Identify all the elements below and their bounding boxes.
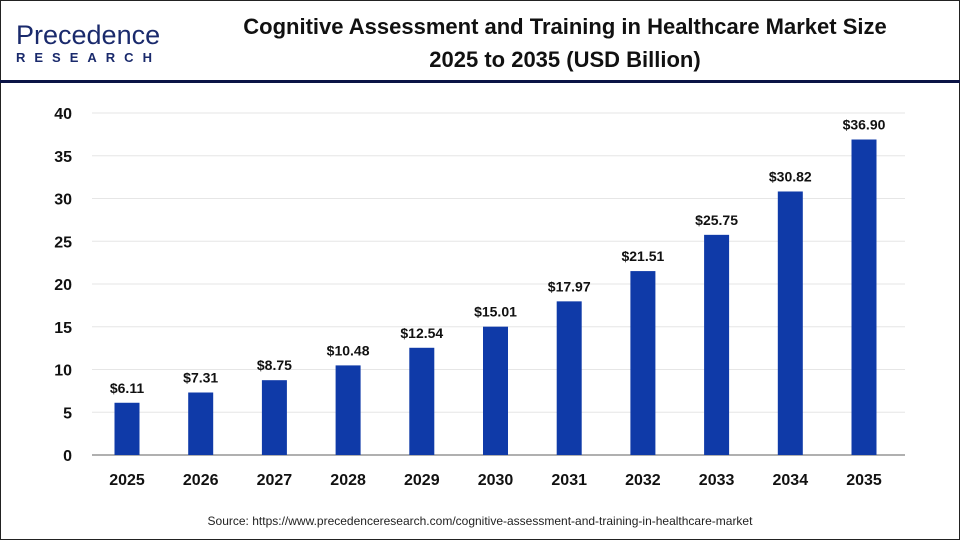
data-label-2025: $6.11 <box>110 380 144 396</box>
x-tick-label-2030: 2030 <box>478 472 514 489</box>
source-note: Source: https://www.precedenceresearch.c… <box>207 514 753 528</box>
logo-line1: Precedence <box>16 20 161 50</box>
x-tick-label-2032: 2032 <box>625 472 661 489</box>
x-tick-label-2028: 2028 <box>330 472 366 489</box>
y-tick-label: 30 <box>54 192 72 209</box>
x-tick-label-2035: 2035 <box>846 472 882 489</box>
y-tick-label: 20 <box>54 277 72 294</box>
data-label-2032: $21.51 <box>621 248 664 264</box>
data-label-2033: $25.75 <box>695 212 738 228</box>
data-label-2027: $8.75 <box>257 357 292 373</box>
bar-2027 <box>261 380 287 455</box>
x-tick-label-2026: 2026 <box>183 472 219 489</box>
y-tick-label: 10 <box>54 363 72 380</box>
y-tick-label: 25 <box>54 234 72 251</box>
data-label-2026: $7.31 <box>183 369 218 385</box>
bar-2034 <box>777 191 803 455</box>
logo-line2: RESEARCH <box>16 50 161 65</box>
y-tick-label: 35 <box>54 149 72 166</box>
x-tick-label-2027: 2027 <box>257 472 293 489</box>
y-tick-label: 40 <box>54 106 72 123</box>
bar-2030 <box>483 326 508 455</box>
bar-2026 <box>188 392 214 455</box>
data-label-2031: $17.97 <box>548 278 591 294</box>
bar-2033 <box>704 234 730 455</box>
data-label-2028: $10.48 <box>327 342 370 358</box>
bar-2029 <box>409 347 435 455</box>
x-tick-label-2033: 2033 <box>699 472 735 489</box>
data-label-2034: $30.82 <box>769 168 812 184</box>
title-line2: 2025 to 2035 (USD Billion) <box>429 47 701 72</box>
bar-2031 <box>556 301 582 455</box>
bar-2032 <box>630 271 656 455</box>
header-divider <box>0 80 960 83</box>
x-tick-label-2029: 2029 <box>404 472 440 489</box>
bar-2035 <box>851 139 877 455</box>
x-tick-label-2025: 2025 <box>109 472 145 489</box>
data-label-2035: $36.90 <box>843 117 886 133</box>
y-tick-label: 5 <box>63 405 72 422</box>
chart-title: Cognitive Assessment and Training in Hea… <box>190 10 940 76</box>
y-tick-label: 0 <box>63 448 72 465</box>
title-line1: Cognitive Assessment and Training in Hea… <box>243 14 887 39</box>
y-tick-label: 15 <box>54 320 72 337</box>
x-tick-label-2031: 2031 <box>551 472 587 489</box>
bar-2025 <box>114 402 140 455</box>
data-label-2030: $15.01 <box>474 304 517 320</box>
precedence-research-logo: Precedence RESEARCH <box>16 20 161 66</box>
bar-2028 <box>335 365 361 455</box>
x-tick-label-2034: 2034 <box>773 472 809 489</box>
data-label-2029: $12.54 <box>400 325 443 341</box>
